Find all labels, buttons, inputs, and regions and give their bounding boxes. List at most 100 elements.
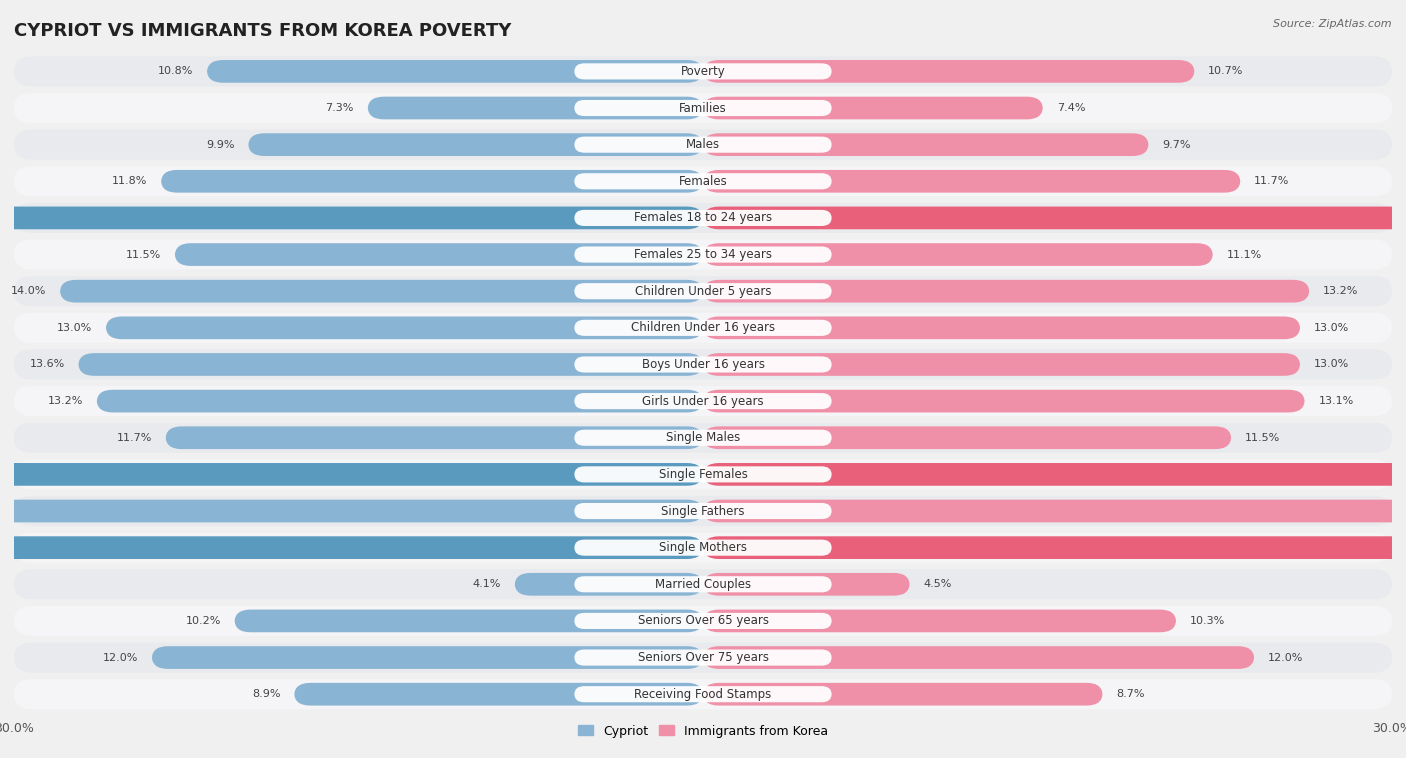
Text: Females: Females <box>679 175 727 188</box>
Text: 9.9%: 9.9% <box>207 139 235 149</box>
Text: 4.1%: 4.1% <box>472 579 501 589</box>
Text: CYPRIOT VS IMMIGRANTS FROM KOREA POVERTY: CYPRIOT VS IMMIGRANTS FROM KOREA POVERTY <box>14 23 512 40</box>
Text: 13.1%: 13.1% <box>1319 396 1354 406</box>
FancyBboxPatch shape <box>368 97 703 119</box>
FancyBboxPatch shape <box>703 573 910 596</box>
FancyBboxPatch shape <box>60 280 703 302</box>
FancyBboxPatch shape <box>703 463 1406 486</box>
Text: 13.0%: 13.0% <box>1313 323 1350 333</box>
FancyBboxPatch shape <box>0 463 703 486</box>
Text: Seniors Over 75 years: Seniors Over 75 years <box>637 651 769 664</box>
FancyBboxPatch shape <box>14 203 1392 233</box>
Text: Single Males: Single Males <box>666 431 740 444</box>
FancyBboxPatch shape <box>703 353 1301 376</box>
FancyBboxPatch shape <box>703 537 1406 559</box>
Text: Children Under 16 years: Children Under 16 years <box>631 321 775 334</box>
FancyBboxPatch shape <box>575 174 831 190</box>
FancyBboxPatch shape <box>14 166 1392 196</box>
FancyBboxPatch shape <box>703 60 1195 83</box>
Text: 12.0%: 12.0% <box>103 653 138 662</box>
Text: 11.8%: 11.8% <box>112 177 148 186</box>
FancyBboxPatch shape <box>14 496 1392 526</box>
FancyBboxPatch shape <box>14 533 1392 562</box>
FancyBboxPatch shape <box>575 246 831 262</box>
FancyBboxPatch shape <box>14 240 1392 270</box>
Text: Receiving Food Stamps: Receiving Food Stamps <box>634 688 772 700</box>
FancyBboxPatch shape <box>14 349 1392 380</box>
FancyBboxPatch shape <box>515 573 703 596</box>
FancyBboxPatch shape <box>14 130 1392 160</box>
FancyBboxPatch shape <box>575 320 831 336</box>
Text: Married Couples: Married Couples <box>655 578 751 590</box>
FancyBboxPatch shape <box>152 647 703 669</box>
FancyBboxPatch shape <box>575 356 831 372</box>
Text: 13.2%: 13.2% <box>48 396 83 406</box>
Text: Single Females: Single Females <box>658 468 748 481</box>
FancyBboxPatch shape <box>575 136 831 152</box>
FancyBboxPatch shape <box>703 647 1254 669</box>
Text: Females 18 to 24 years: Females 18 to 24 years <box>634 211 772 224</box>
FancyBboxPatch shape <box>703 390 1305 412</box>
FancyBboxPatch shape <box>14 459 1392 490</box>
Text: 12.0%: 12.0% <box>1268 653 1303 662</box>
Text: 7.3%: 7.3% <box>326 103 354 113</box>
FancyBboxPatch shape <box>575 100 831 116</box>
FancyBboxPatch shape <box>575 393 831 409</box>
Text: 7.4%: 7.4% <box>1057 103 1085 113</box>
FancyBboxPatch shape <box>14 679 1392 709</box>
Text: Single Mothers: Single Mothers <box>659 541 747 554</box>
Text: Females 25 to 34 years: Females 25 to 34 years <box>634 248 772 261</box>
Text: Males: Males <box>686 138 720 151</box>
FancyBboxPatch shape <box>14 276 1392 306</box>
FancyBboxPatch shape <box>703 427 1232 449</box>
Text: Boys Under 16 years: Boys Under 16 years <box>641 358 765 371</box>
FancyBboxPatch shape <box>14 313 1392 343</box>
Text: Source: ZipAtlas.com: Source: ZipAtlas.com <box>1274 19 1392 29</box>
Text: 4.5%: 4.5% <box>924 579 952 589</box>
FancyBboxPatch shape <box>703 207 1406 229</box>
FancyBboxPatch shape <box>105 317 703 339</box>
FancyBboxPatch shape <box>575 283 831 299</box>
Text: Families: Families <box>679 102 727 114</box>
FancyBboxPatch shape <box>703 133 1149 156</box>
FancyBboxPatch shape <box>14 56 1392 86</box>
FancyBboxPatch shape <box>703 609 1175 632</box>
Text: 11.5%: 11.5% <box>125 249 162 259</box>
FancyBboxPatch shape <box>0 207 703 229</box>
FancyBboxPatch shape <box>575 650 831 666</box>
FancyBboxPatch shape <box>575 540 831 556</box>
Text: 11.7%: 11.7% <box>117 433 152 443</box>
Text: 11.1%: 11.1% <box>1226 249 1261 259</box>
Text: Poverty: Poverty <box>681 65 725 78</box>
Text: 11.7%: 11.7% <box>1254 177 1289 186</box>
Text: Girls Under 16 years: Girls Under 16 years <box>643 395 763 408</box>
FancyBboxPatch shape <box>703 170 1240 193</box>
FancyBboxPatch shape <box>575 64 831 80</box>
FancyBboxPatch shape <box>575 686 831 702</box>
Text: Children Under 5 years: Children Under 5 years <box>634 285 772 298</box>
FancyBboxPatch shape <box>79 353 703 376</box>
Text: Single Fathers: Single Fathers <box>661 505 745 518</box>
FancyBboxPatch shape <box>294 683 703 706</box>
FancyBboxPatch shape <box>703 683 1102 706</box>
FancyBboxPatch shape <box>575 576 831 592</box>
Text: 13.0%: 13.0% <box>1313 359 1350 369</box>
FancyBboxPatch shape <box>575 503 831 519</box>
FancyBboxPatch shape <box>575 210 831 226</box>
Text: 10.3%: 10.3% <box>1189 616 1225 626</box>
FancyBboxPatch shape <box>235 609 703 632</box>
FancyBboxPatch shape <box>703 317 1301 339</box>
FancyBboxPatch shape <box>575 430 831 446</box>
FancyBboxPatch shape <box>0 500 703 522</box>
FancyBboxPatch shape <box>14 643 1392 672</box>
FancyBboxPatch shape <box>97 390 703 412</box>
FancyBboxPatch shape <box>703 243 1213 266</box>
FancyBboxPatch shape <box>703 97 1043 119</box>
FancyBboxPatch shape <box>162 170 703 193</box>
FancyBboxPatch shape <box>14 93 1392 123</box>
FancyBboxPatch shape <box>207 60 703 83</box>
FancyBboxPatch shape <box>575 466 831 482</box>
Text: 13.0%: 13.0% <box>56 323 93 333</box>
Text: 10.2%: 10.2% <box>186 616 221 626</box>
Text: Seniors Over 65 years: Seniors Over 65 years <box>637 615 769 628</box>
